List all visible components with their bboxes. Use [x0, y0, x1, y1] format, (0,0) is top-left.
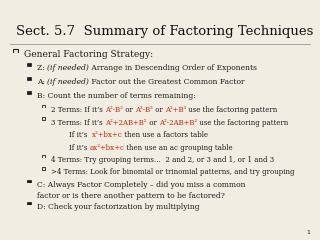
- Bar: [28, 91, 31, 94]
- Text: A²+2AB+B²: A²+2AB+B²: [105, 119, 147, 126]
- Text: use the factoring pattern: use the factoring pattern: [187, 106, 278, 114]
- Text: or: or: [153, 106, 165, 114]
- Text: B: Count the number of terms remaining:: B: Count the number of terms remaining:: [37, 92, 196, 100]
- Text: Sect. 5.7  Summary of Factoring Techniques: Sect. 5.7 Summary of Factoring Technique…: [16, 25, 313, 38]
- Bar: [28, 180, 31, 183]
- Text: A²-B²: A²-B²: [105, 106, 123, 114]
- Text: If it’s: If it’s: [69, 144, 89, 151]
- Bar: [42, 105, 45, 108]
- Text: A:: A:: [37, 78, 47, 86]
- Bar: [28, 202, 31, 205]
- Text: 2 Terms: If it’s: 2 Terms: If it’s: [51, 106, 105, 114]
- Text: then use a factors table: then use a factors table: [123, 131, 208, 139]
- Text: 1: 1: [307, 230, 310, 235]
- Text: Factor out the Greatest Common Factor: Factor out the Greatest Common Factor: [89, 78, 245, 86]
- Bar: [42, 155, 45, 158]
- Text: If it’s: If it’s: [69, 131, 92, 139]
- Text: D: Check your factorization by multiplying: D: Check your factorization by multiplyi…: [37, 203, 199, 211]
- Text: Z:: Z:: [37, 64, 47, 72]
- Text: A³-B³: A³-B³: [135, 106, 153, 114]
- Text: x²+bx+c: x²+bx+c: [92, 131, 123, 139]
- Text: General Factoring Strategy:: General Factoring Strategy:: [24, 50, 153, 59]
- Bar: [28, 77, 31, 80]
- Text: then use an ac grouping table: then use an ac grouping table: [124, 144, 233, 151]
- Text: 4 Terms: Try grouping terms…  2 and 2, or 3 and 1, or 1 and 3: 4 Terms: Try grouping terms… 2 and 2, or…: [51, 156, 274, 164]
- Bar: [28, 63, 31, 66]
- Text: A²-2AB+B²: A²-2AB+B²: [159, 119, 197, 126]
- Text: A³+B³: A³+B³: [165, 106, 187, 114]
- Text: (if needed): (if needed): [47, 78, 89, 86]
- Bar: [13, 49, 18, 53]
- Bar: [42, 167, 45, 170]
- Text: (if needed): (if needed): [47, 64, 89, 72]
- Text: ax²+bx+c: ax²+bx+c: [89, 144, 124, 151]
- Text: factor or is there another pattern to be factored?: factor or is there another pattern to be…: [37, 192, 225, 200]
- Text: or: or: [147, 119, 159, 126]
- Text: >4 Terms: Look for binomial or trinomial patterns, and try grouping: >4 Terms: Look for binomial or trinomial…: [51, 168, 295, 176]
- Text: or: or: [123, 106, 135, 114]
- Text: use the factoring pattern: use the factoring pattern: [197, 119, 288, 126]
- Bar: [42, 117, 45, 120]
- Text: Arrange in Descending Order of Exponents: Arrange in Descending Order of Exponents: [89, 64, 257, 72]
- Text: 3 Terms: If it’s: 3 Terms: If it’s: [51, 119, 105, 126]
- Text: C: Always Factor Completely – did you miss a common: C: Always Factor Completely – did you mi…: [37, 181, 245, 189]
